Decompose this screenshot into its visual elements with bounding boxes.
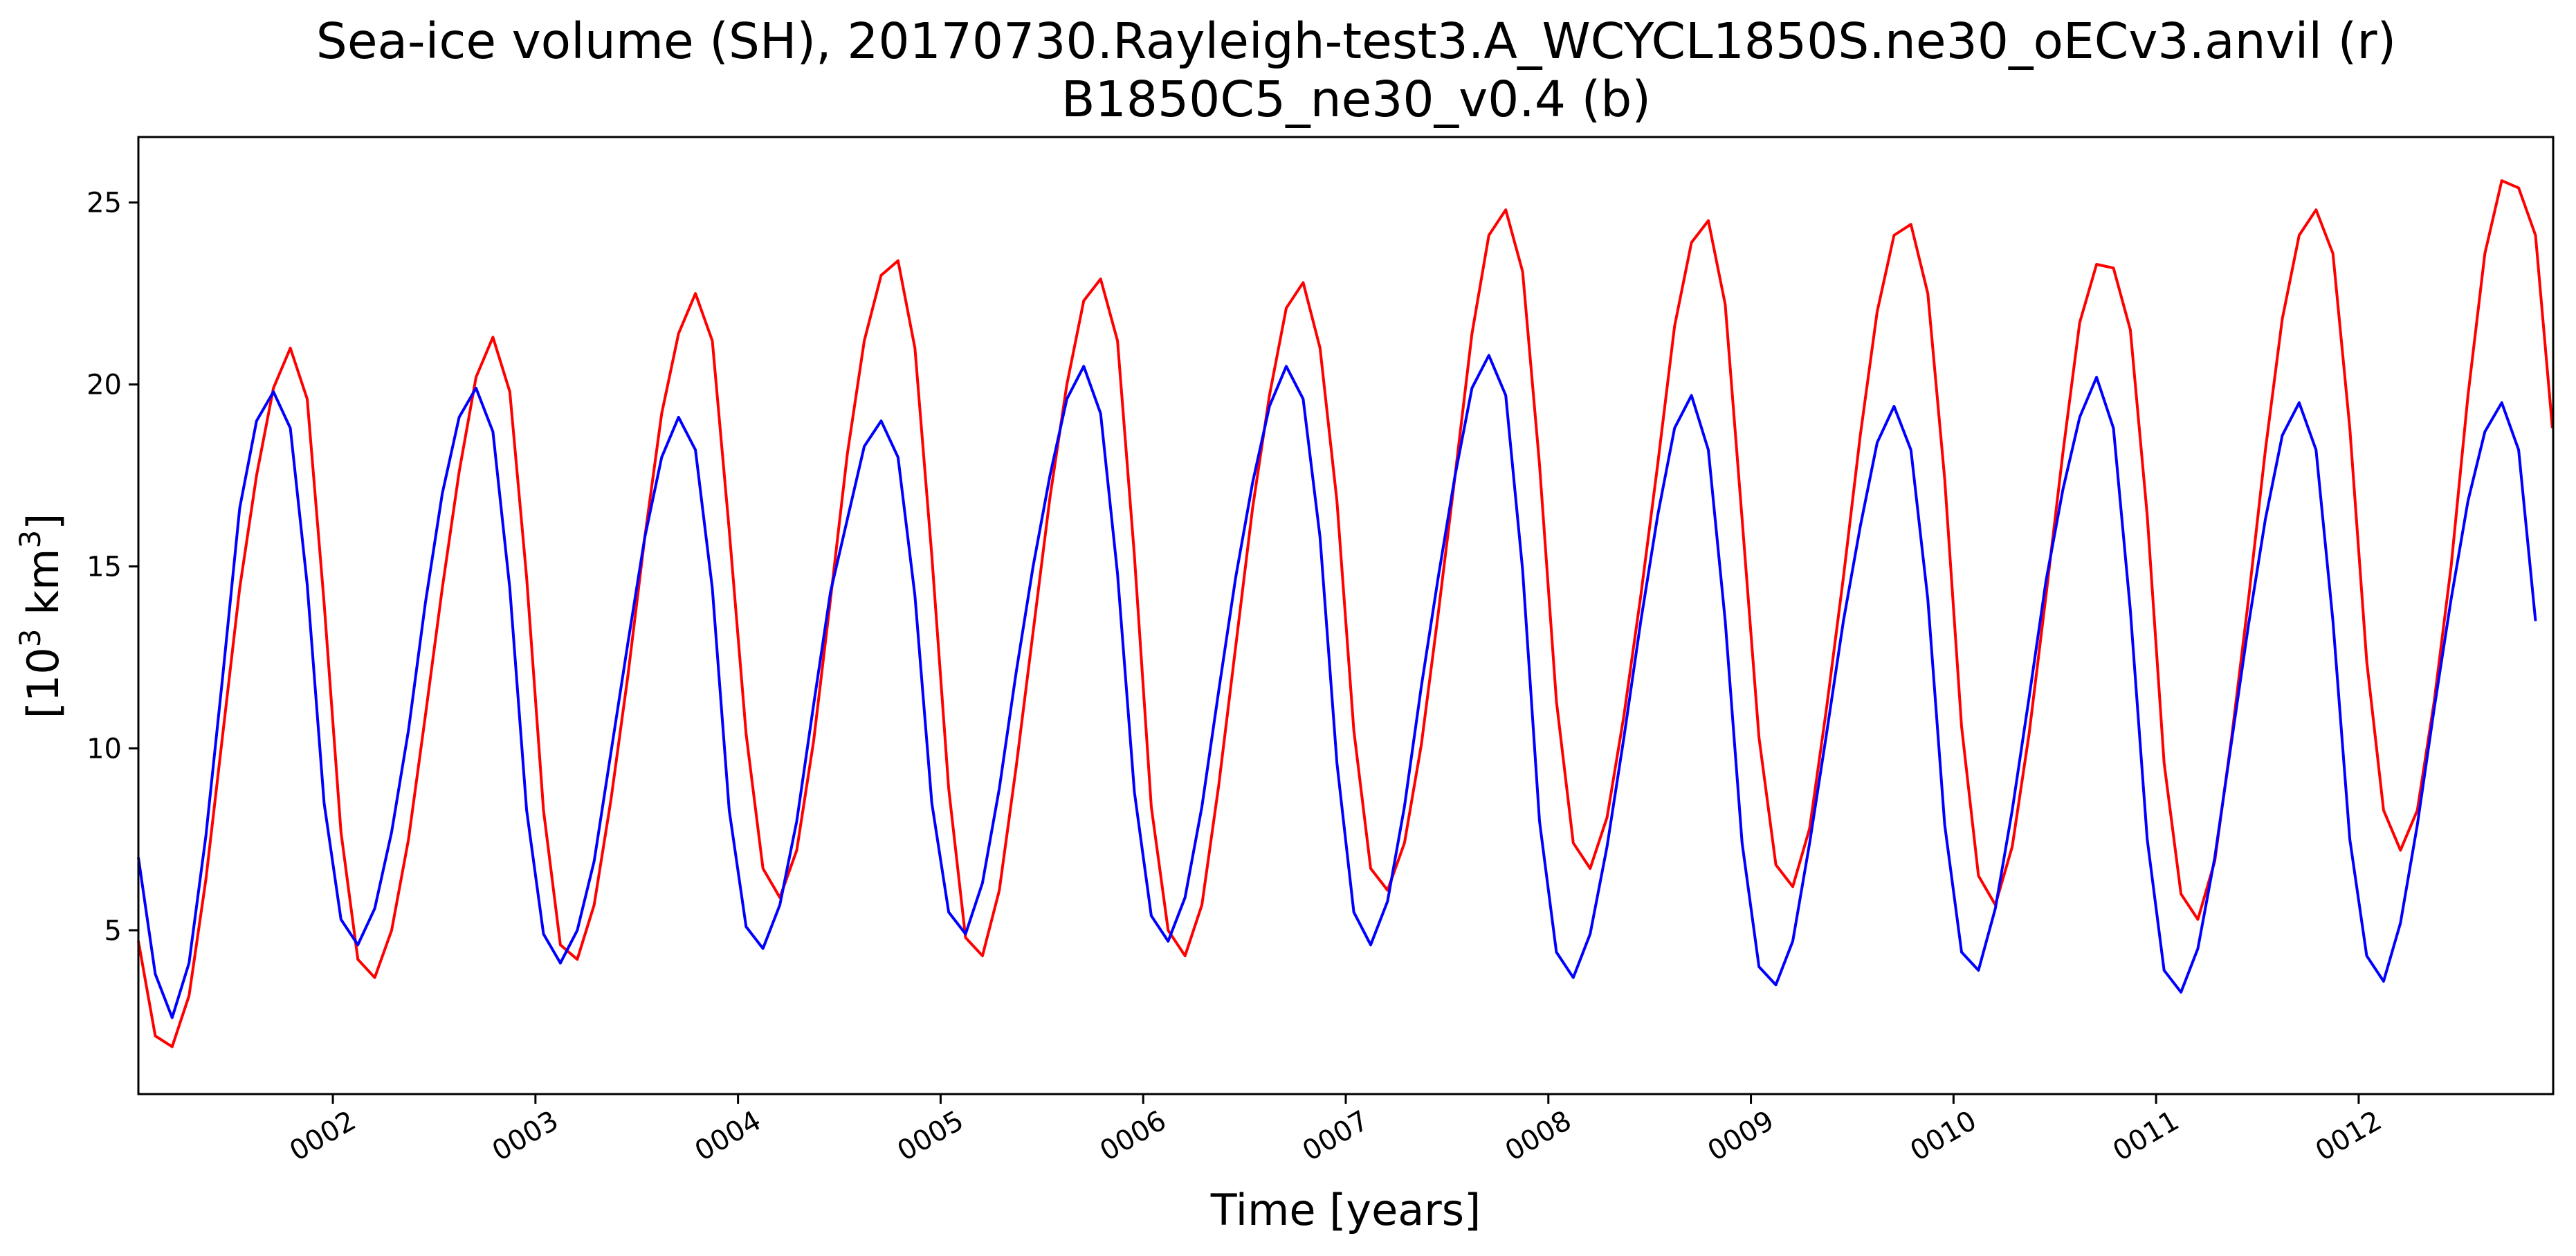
series-layer (137, 179, 2554, 1048)
y-tick-label: 20 (86, 370, 122, 401)
y-axis-label-sup1: 3 (13, 629, 47, 648)
y-axis-label-prefix: [10 (18, 647, 68, 718)
chart-title-line-2: B1850C5_ne30_v0.4 (b) (1061, 71, 1651, 128)
y-axis-ticks: 5 10 15 20 25 (86, 188, 138, 947)
y-axis-label-suffix: ] (18, 513, 68, 530)
y-tick-label: 25 (86, 188, 122, 219)
y-axis-label: [103 km3] (13, 513, 68, 719)
series-line-2 (137, 354, 2537, 1019)
series-line-1 (137, 179, 2554, 1048)
y-axis-label-mid: km (18, 549, 68, 629)
x-axis-label: Time [years] (1210, 1185, 1481, 1235)
y-tick-label: 5 (104, 915, 122, 947)
chart-title-line-1: Sea-ice volume (SH), 20170730.Rayleigh-t… (316, 12, 2396, 70)
y-tick-label: 15 (86, 552, 122, 583)
y-tick-label: 10 (86, 733, 122, 765)
y-axis-label-sup2: 3 (13, 530, 47, 549)
